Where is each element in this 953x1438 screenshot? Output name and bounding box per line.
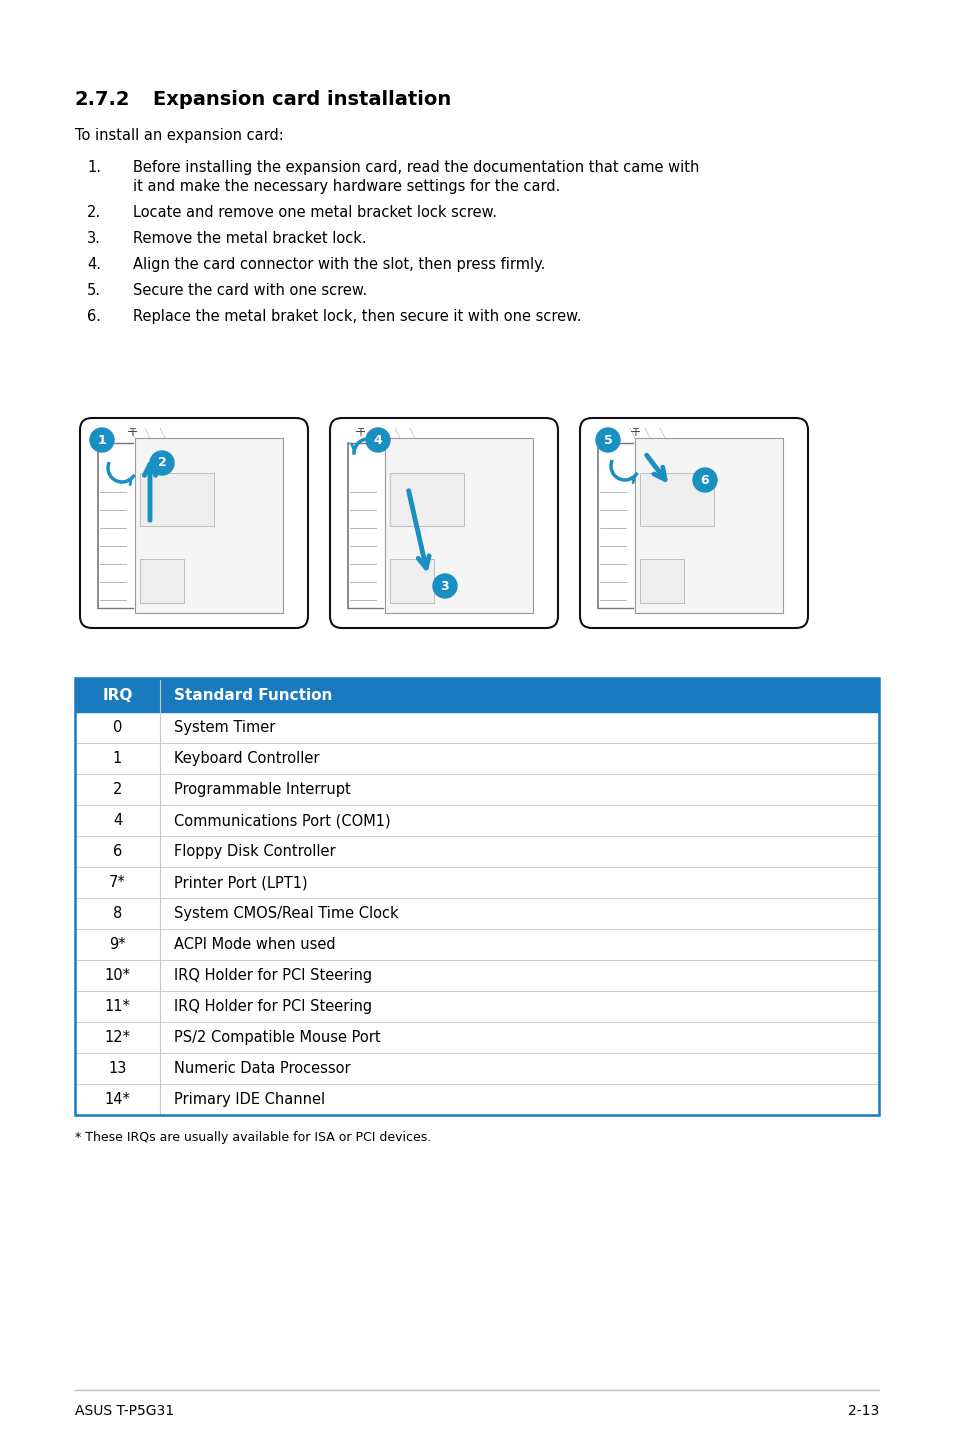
Text: Primary IDE Channel: Primary IDE Channel xyxy=(173,1091,325,1107)
Text: T: T xyxy=(356,429,362,439)
Bar xyxy=(390,473,463,525)
Text: * These IRQs are usually available for ISA or PCI devices.: * These IRQs are usually available for I… xyxy=(75,1132,431,1145)
Text: 7*: 7* xyxy=(109,874,126,890)
Bar xyxy=(75,897,878,929)
Text: Keyboard Controller: Keyboard Controller xyxy=(173,751,319,766)
Text: 3.: 3. xyxy=(87,232,101,246)
Text: To install an expansion card:: To install an expansion card: xyxy=(75,128,283,142)
Bar xyxy=(75,1084,878,1114)
Text: Printer Port (LPT1): Printer Port (LPT1) xyxy=(173,874,307,890)
Bar xyxy=(140,559,184,603)
FancyBboxPatch shape xyxy=(80,418,308,628)
Bar xyxy=(75,774,878,805)
Bar xyxy=(135,439,283,613)
Text: 6.: 6. xyxy=(87,309,101,324)
Text: it and make the necessary hardware settings for the card.: it and make the necessary hardware setti… xyxy=(132,178,559,194)
Text: 2: 2 xyxy=(112,782,122,797)
Text: Locate and remove one metal bracket lock screw.: Locate and remove one metal bracket lock… xyxy=(132,206,497,220)
Text: 3: 3 xyxy=(440,580,449,592)
Text: 2-13: 2-13 xyxy=(847,1403,878,1418)
Text: ACPI Mode when used: ACPI Mode when used xyxy=(173,938,335,952)
Text: 9*: 9* xyxy=(109,938,126,952)
Text: IRQ Holder for PCI Steering: IRQ Holder for PCI Steering xyxy=(173,968,372,984)
Bar xyxy=(75,743,878,774)
Bar xyxy=(75,929,878,961)
Text: 0: 0 xyxy=(112,720,122,735)
Text: Align the card connector with the slot, then press firmly.: Align the card connector with the slot, … xyxy=(132,257,545,272)
Text: T: T xyxy=(129,429,134,439)
Bar xyxy=(75,991,878,1022)
Bar xyxy=(75,1022,878,1053)
Bar xyxy=(75,1053,878,1084)
Text: 4: 4 xyxy=(112,812,122,828)
Text: 13: 13 xyxy=(109,1061,127,1076)
Circle shape xyxy=(433,574,456,598)
Bar xyxy=(635,439,782,613)
Text: 12*: 12* xyxy=(105,1030,131,1045)
Text: 4: 4 xyxy=(374,433,382,447)
Text: Remove the metal bracket lock.: Remove the metal bracket lock. xyxy=(132,232,366,246)
Text: Replace the metal braket lock, then secure it with one screw.: Replace the metal braket lock, then secu… xyxy=(132,309,581,324)
FancyBboxPatch shape xyxy=(579,418,807,628)
Text: System Timer: System Timer xyxy=(173,720,275,735)
Circle shape xyxy=(150,452,173,475)
Text: Communications Port (COM1): Communications Port (COM1) xyxy=(173,812,390,828)
FancyBboxPatch shape xyxy=(330,418,558,628)
Text: T: T xyxy=(632,429,638,439)
Text: 1.: 1. xyxy=(87,160,101,175)
Text: Standard Function: Standard Function xyxy=(173,687,332,703)
Bar xyxy=(385,439,533,613)
Text: System CMOS/Real Time Clock: System CMOS/Real Time Clock xyxy=(173,906,398,920)
Text: 5.: 5. xyxy=(87,283,101,298)
Bar xyxy=(75,677,878,1114)
Text: PS/2 Compatible Mouse Port: PS/2 Compatible Mouse Port xyxy=(173,1030,380,1045)
Circle shape xyxy=(692,467,717,492)
Bar xyxy=(75,835,878,867)
Text: IRQ: IRQ xyxy=(102,687,132,703)
Bar xyxy=(75,712,878,743)
Text: 1: 1 xyxy=(97,433,107,447)
Text: 14*: 14* xyxy=(105,1091,131,1107)
Text: ASUS T-P5G31: ASUS T-P5G31 xyxy=(75,1403,174,1418)
Bar xyxy=(75,961,878,991)
Text: 2.7.2: 2.7.2 xyxy=(75,91,131,109)
Text: 10*: 10* xyxy=(105,968,131,984)
Text: Programmable Interrupt: Programmable Interrupt xyxy=(173,782,351,797)
Text: 11*: 11* xyxy=(105,999,131,1014)
Text: 1: 1 xyxy=(112,751,122,766)
Text: Before installing the expansion card, read the documentation that came with: Before installing the expansion card, re… xyxy=(132,160,699,175)
Text: 5: 5 xyxy=(603,433,612,447)
Text: Numeric Data Processor: Numeric Data Processor xyxy=(173,1061,351,1076)
Bar xyxy=(639,559,683,603)
Text: Expansion card installation: Expansion card installation xyxy=(152,91,451,109)
Text: 6: 6 xyxy=(700,473,709,486)
Text: 4.: 4. xyxy=(87,257,101,272)
Circle shape xyxy=(596,429,619,452)
Circle shape xyxy=(366,429,390,452)
Text: Secure the card with one screw.: Secure the card with one screw. xyxy=(132,283,367,298)
Bar xyxy=(75,867,878,897)
Text: 8: 8 xyxy=(112,906,122,920)
Bar xyxy=(75,677,878,712)
Text: 2: 2 xyxy=(157,456,166,469)
Bar xyxy=(639,473,713,525)
Bar xyxy=(390,559,434,603)
Bar xyxy=(75,805,878,835)
Text: IRQ Holder for PCI Steering: IRQ Holder for PCI Steering xyxy=(173,999,372,1014)
Circle shape xyxy=(90,429,113,452)
Text: 6: 6 xyxy=(112,844,122,858)
Text: 2.: 2. xyxy=(87,206,101,220)
Text: Floppy Disk Controller: Floppy Disk Controller xyxy=(173,844,335,858)
Bar xyxy=(140,473,213,525)
